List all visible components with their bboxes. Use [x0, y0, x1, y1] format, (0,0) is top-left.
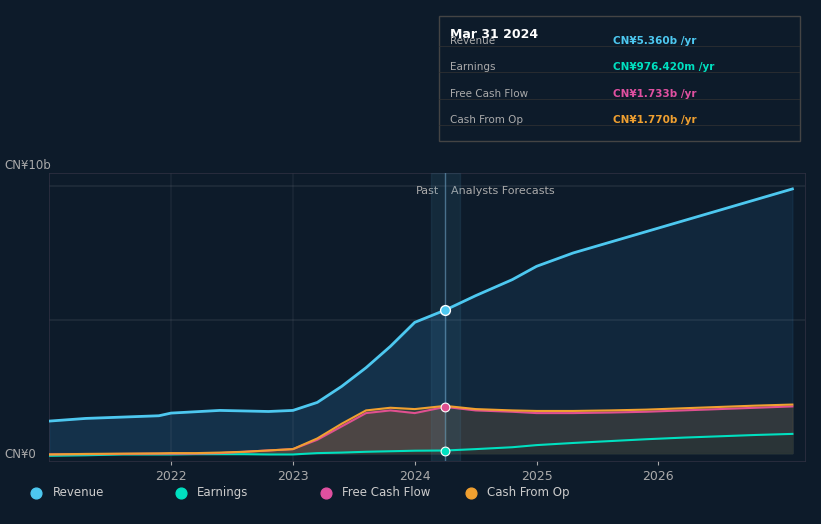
Text: Revenue: Revenue [450, 36, 495, 46]
Text: Earnings: Earnings [197, 486, 249, 499]
Text: Past: Past [416, 186, 439, 196]
Text: Free Cash Flow: Free Cash Flow [450, 89, 528, 99]
Text: CN¥10b: CN¥10b [4, 158, 51, 171]
Text: Analysts Forecasts: Analysts Forecasts [452, 186, 555, 196]
Point [438, 402, 452, 411]
Text: Cash From Op: Cash From Op [487, 486, 570, 499]
Text: CN¥0: CN¥0 [4, 448, 35, 461]
Bar [430, 173, 460, 461]
Point [660, 298, 673, 306]
Text: CN¥1.733b /yr: CN¥1.733b /yr [612, 89, 696, 99]
Point [438, 446, 452, 455]
Text: Mar 31 2024: Mar 31 2024 [450, 28, 539, 41]
Text: CN¥1.770b /yr: CN¥1.770b /yr [612, 115, 696, 125]
Text: Revenue: Revenue [53, 486, 103, 499]
Point [438, 306, 452, 314]
Text: Free Cash Flow: Free Cash Flow [342, 486, 430, 499]
Text: Earnings: Earnings [450, 62, 496, 72]
Text: Cash From Op: Cash From Op [450, 115, 523, 125]
Text: CN¥5.360b /yr: CN¥5.360b /yr [612, 36, 696, 46]
Text: CN¥976.420m /yr: CN¥976.420m /yr [612, 62, 714, 72]
